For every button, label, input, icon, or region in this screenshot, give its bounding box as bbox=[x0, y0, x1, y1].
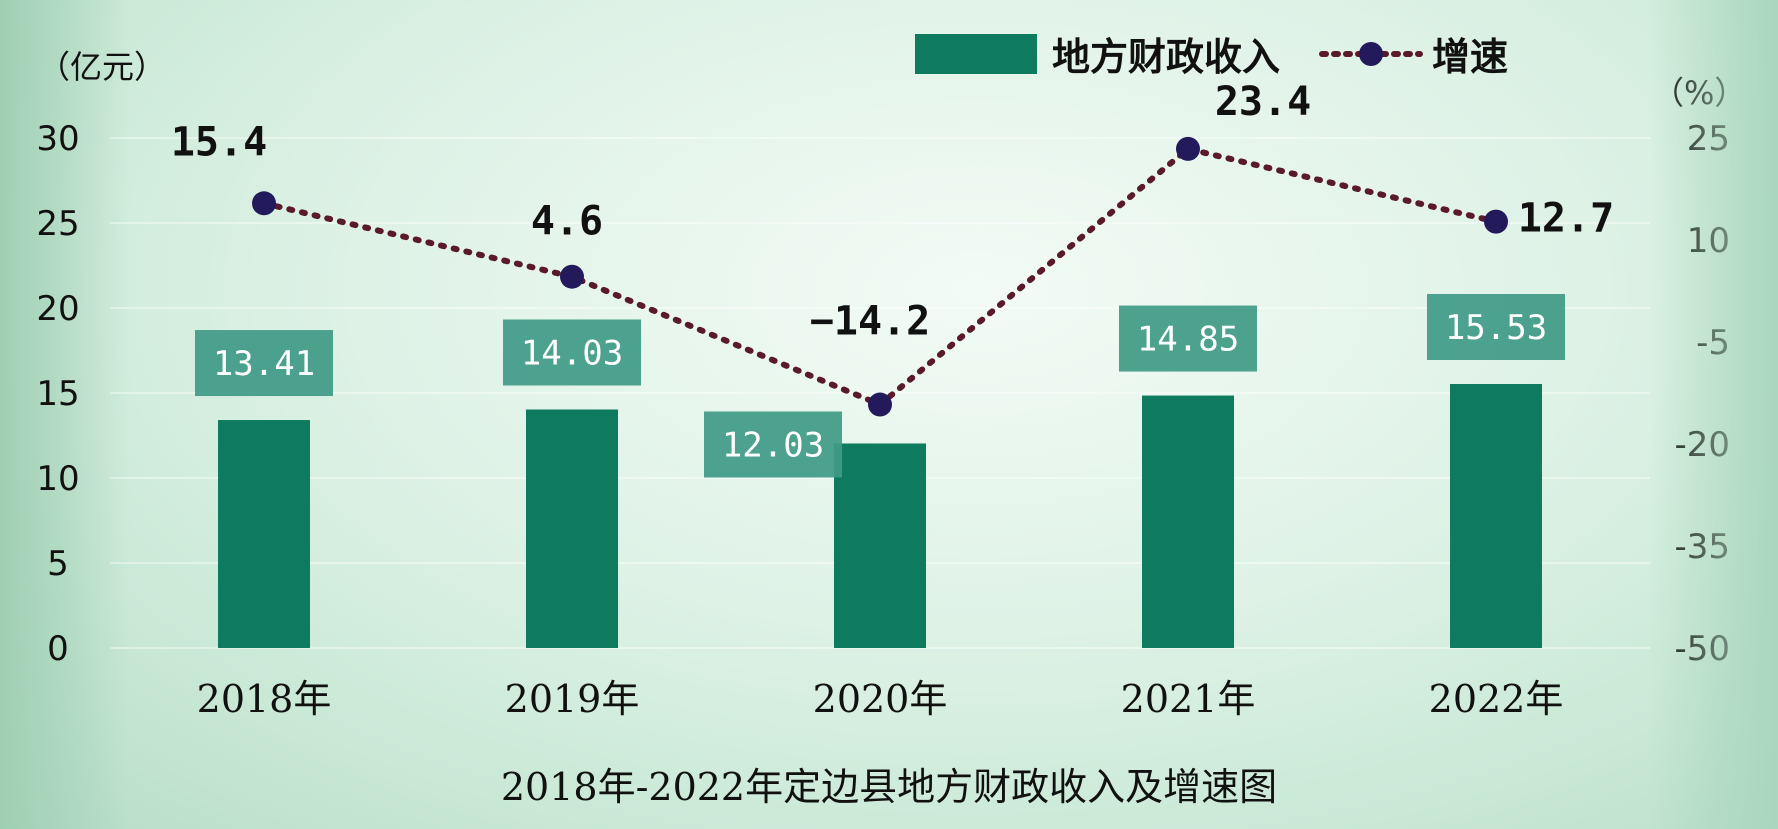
left-tick-label: 15 bbox=[36, 374, 79, 414]
bar-value-label: 14.85 bbox=[1137, 320, 1239, 360]
right-tick-label: -5 bbox=[1696, 323, 1730, 363]
chart-title: 2018年-2022年定边县地方财政收入及增速图 bbox=[501, 765, 1277, 809]
category-label: 2022年 bbox=[1429, 677, 1564, 721]
right-tick-label: -35 bbox=[1674, 527, 1730, 567]
bar-label-box bbox=[503, 319, 641, 386]
left-tick-label: 10 bbox=[36, 459, 79, 499]
bar-value-label: 14.03 bbox=[521, 333, 623, 373]
left-tick-label: 30 bbox=[36, 119, 79, 159]
growth-value-label: 12.7 bbox=[1518, 196, 1614, 242]
left-axis-ticks: 0 5 10 15 20 25 30 bbox=[36, 119, 79, 669]
growth-point-2020年 bbox=[868, 392, 892, 417]
bar-value-label: 15.53 bbox=[1445, 308, 1547, 348]
category-label: 2018年 bbox=[197, 677, 332, 721]
legend-line-label: 增速 bbox=[1432, 35, 1508, 79]
growth-value-label: −14.2 bbox=[810, 299, 930, 345]
right-tick-label: -50 bbox=[1674, 629, 1730, 669]
bar-2018年 bbox=[218, 420, 310, 648]
left-axis-unit: （亿元） bbox=[38, 48, 166, 86]
bar-label-box bbox=[1119, 305, 1257, 372]
legend: 地方财政收入 增速 bbox=[915, 34, 1508, 79]
legend-line-marker bbox=[1359, 42, 1383, 66]
right-tick-label: 25 bbox=[1687, 119, 1730, 159]
bar-2019年 bbox=[526, 409, 618, 648]
growth-value-label: 15.4 bbox=[171, 119, 267, 165]
growth-point-2019年 bbox=[560, 264, 584, 289]
left-tick-label: 5 bbox=[47, 544, 69, 584]
legend-bar-swatch bbox=[915, 34, 1037, 74]
category-label: 2020年 bbox=[813, 677, 948, 721]
bar-label-box bbox=[195, 330, 333, 397]
right-axis-ticks: -50 -35 -20 -5 10 25 bbox=[1674, 119, 1730, 669]
growth-series-line bbox=[261, 145, 1499, 409]
left-tick-label: 0 bbox=[47, 629, 69, 669]
bar-2020年 bbox=[834, 443, 926, 648]
growth-point-2018年 bbox=[252, 191, 276, 216]
bar-value-label: 12.03 bbox=[722, 425, 824, 465]
bar-2021年 bbox=[1142, 395, 1234, 648]
bar-value-labels: 13.41 14.03 12.03 14.85 15.53 bbox=[195, 293, 1565, 478]
growth-value-label: 23.4 bbox=[1215, 79, 1311, 125]
legend-bar-label: 地方财政收入 bbox=[1052, 35, 1280, 79]
right-axis-unit: （%） bbox=[1652, 74, 1746, 112]
right-tick-label: 10 bbox=[1687, 221, 1730, 261]
growth-line bbox=[252, 136, 1508, 417]
left-tick-label: 25 bbox=[36, 204, 79, 244]
bar-value-label: 13.41 bbox=[213, 344, 315, 384]
bars bbox=[218, 383, 1542, 648]
category-label: 2019年 bbox=[505, 677, 640, 721]
category-label: 2021年 bbox=[1121, 677, 1256, 721]
bar-label-box bbox=[1427, 293, 1565, 360]
growth-value-labels: 15.4 4.6 −14.2 23.4 12.7 bbox=[171, 79, 1614, 345]
bar-label-box bbox=[704, 411, 842, 478]
growth-value-label: 4.6 bbox=[531, 199, 603, 245]
left-tick-label: 20 bbox=[36, 289, 79, 329]
growth-point-2021年 bbox=[1176, 136, 1200, 161]
growth-point-2022年 bbox=[1484, 209, 1508, 234]
bar-2022年 bbox=[1450, 383, 1542, 648]
category-labels: 2018年 2019年 2020年 2021年 2022年 bbox=[197, 677, 1564, 721]
right-tick-label: -20 bbox=[1674, 425, 1730, 465]
